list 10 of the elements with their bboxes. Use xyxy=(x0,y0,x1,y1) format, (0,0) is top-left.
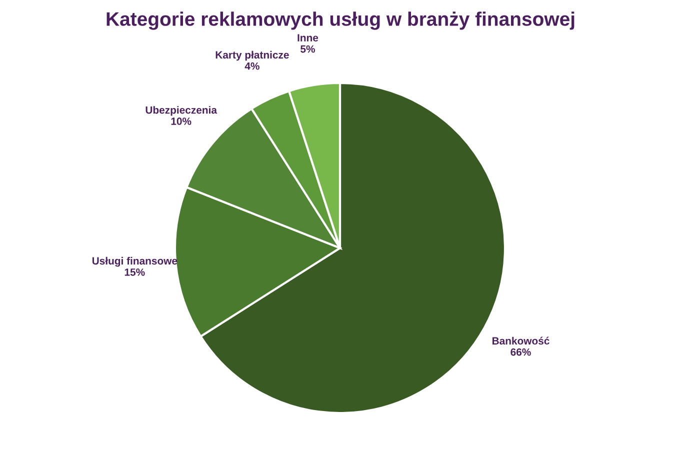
slice-label: Ubezpieczenia xyxy=(146,106,218,116)
data-label: 4% xyxy=(244,62,260,70)
data-label: 66% xyxy=(510,348,531,356)
slice-label: Karty płatnicze xyxy=(216,50,289,61)
data-label: 15% xyxy=(124,268,145,276)
slice-label: Inne xyxy=(298,34,318,42)
data-label: 10% xyxy=(171,118,192,125)
data-label: 5% xyxy=(300,45,315,53)
chart-title: Kategorie reklamowych usług w branży finansowej xyxy=(106,12,574,30)
slice-label: Bankowość xyxy=(492,336,550,345)
